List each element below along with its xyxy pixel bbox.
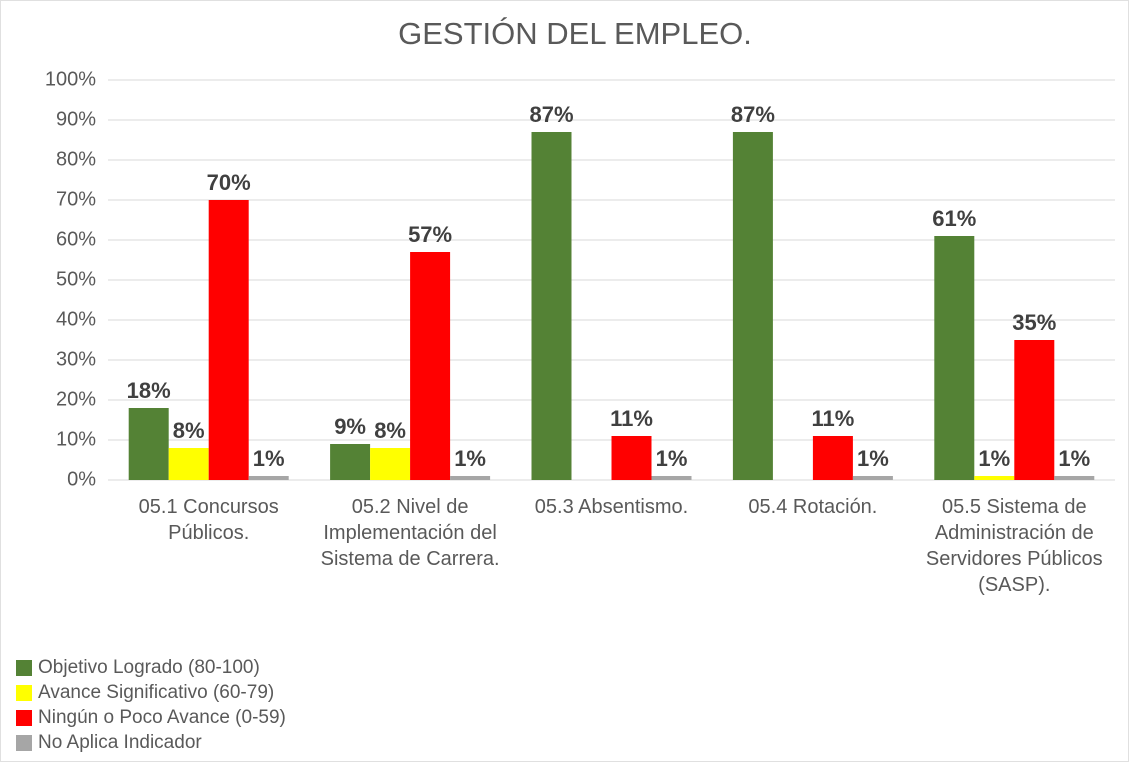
x-tick-label: 05.4 Rotación.: [748, 496, 878, 518]
data-label: 87%: [731, 102, 775, 127]
bar: [974, 476, 1015, 480]
legend-swatch: [16, 710, 32, 726]
data-label: 18%: [127, 378, 171, 403]
bar: [1054, 476, 1095, 480]
data-label: 1%: [857, 446, 889, 471]
bar: [168, 448, 209, 480]
x-tick-label: 05.5 Sistema de Administración de Servid…: [925, 496, 1103, 596]
data-label: 9%: [334, 414, 366, 439]
data-label: 70%: [207, 170, 251, 195]
data-label: 1%: [454, 446, 486, 471]
y-tick-label: 100%: [45, 68, 96, 90]
y-tick-label: 70%: [56, 188, 96, 210]
x-tick-label: 05.3 Absentismo.: [534, 496, 689, 518]
y-tick-label: 50%: [56, 268, 96, 290]
bar: [852, 476, 893, 480]
bar: [531, 132, 572, 480]
bar: [651, 476, 692, 480]
legend-swatch: [16, 735, 32, 751]
data-label: 87%: [529, 102, 573, 127]
x-tick-label: 05.2 Nivel de Implementación del Sistema…: [320, 496, 500, 570]
data-label: 11%: [610, 406, 653, 431]
y-tick-label: 0%: [67, 468, 96, 490]
bar: [208, 200, 249, 480]
data-label: 8%: [374, 418, 406, 443]
legend-swatch: [16, 685, 32, 701]
data-label: 1%: [656, 446, 688, 471]
y-tick-label: 30%: [56, 348, 96, 370]
bar: [128, 408, 169, 480]
bar: [732, 132, 773, 480]
data-label: 57%: [408, 222, 452, 247]
data-label: 11%: [811, 406, 854, 431]
data-label: 61%: [932, 206, 976, 231]
chart-title: GESTIÓN DEL EMPLEO.: [398, 16, 752, 51]
bar: [611, 436, 652, 480]
legend-label: Objetivo Logrado (80-100): [38, 657, 260, 678]
legend-label: No Aplica Indicador: [38, 732, 202, 753]
bar: [450, 476, 491, 480]
legend-swatch: [16, 660, 32, 676]
data-label: 8%: [173, 418, 205, 443]
bar: [330, 444, 371, 480]
bar: [934, 236, 975, 480]
y-tick-label: 80%: [56, 148, 96, 170]
bar: [812, 436, 853, 480]
legend-label: Ningún o Poco Avance (0-59): [38, 707, 286, 728]
legend-label: Avance Significativo (60-79): [38, 682, 274, 703]
bar: [370, 448, 411, 480]
y-tick-label: 90%: [56, 108, 96, 130]
data-label: 1%: [253, 446, 285, 471]
x-tick-label: 05.1 Concursos Públicos.: [138, 496, 279, 544]
y-tick-label: 40%: [56, 308, 96, 330]
data-label: 35%: [1012, 310, 1056, 335]
bar: [410, 252, 451, 480]
data-label: 1%: [978, 446, 1010, 471]
y-tick-label: 60%: [56, 228, 96, 250]
bar: [248, 476, 289, 480]
data-label: 1%: [1058, 446, 1090, 471]
bar: [1014, 340, 1055, 480]
y-tick-label: 20%: [56, 388, 96, 410]
y-tick-label: 10%: [56, 428, 96, 450]
